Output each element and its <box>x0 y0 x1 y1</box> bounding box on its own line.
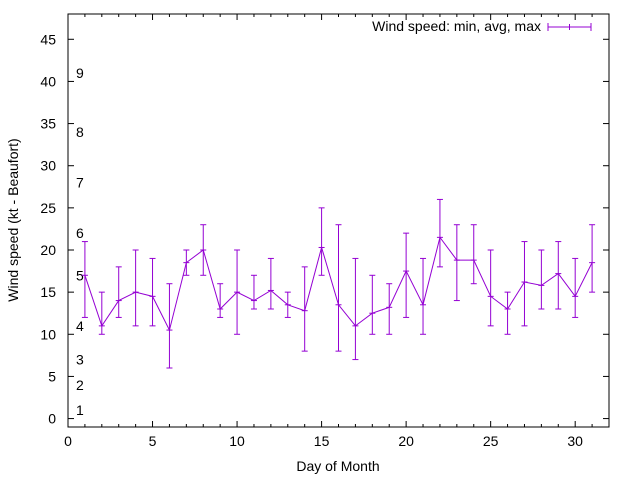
average-points <box>81 236 596 331</box>
x-tick-label: 10 <box>229 433 245 449</box>
x-tick-label: 20 <box>398 433 414 449</box>
plot-frame <box>67 13 610 428</box>
legend-label: Wind speed: min, avg, max <box>372 18 541 34</box>
beaufort-label: 5 <box>76 267 84 283</box>
beaufort-label: 2 <box>76 377 84 393</box>
y-tick-label: 15 <box>40 284 56 300</box>
beaufort-label: 4 <box>76 318 84 334</box>
y-tick-label: 5 <box>48 368 56 384</box>
x-axis-title: Day of Month <box>296 458 379 474</box>
y-axis-title: Wind speed (kt - Beaufort) <box>5 138 21 301</box>
beaufort-label: 1 <box>76 402 84 418</box>
y-tick-label: 30 <box>40 158 56 174</box>
error-bars <box>81 198 596 369</box>
beaufort-scale-labels: 1 2 3 4 5 6 7 8 9 <box>76 65 84 418</box>
x-axis-ticks: 0 5 10 15 20 25 30 <box>64 14 593 449</box>
y-tick-label: 10 <box>40 326 56 342</box>
x-tick-label: 30 <box>567 433 583 449</box>
x-tick-label: 15 <box>314 433 330 449</box>
beaufort-label: 6 <box>76 225 84 241</box>
beaufort-label: 9 <box>76 65 84 81</box>
y-tick-label: 45 <box>40 31 56 47</box>
beaufort-label: 8 <box>76 124 84 140</box>
y-tick-label: 40 <box>40 73 56 89</box>
x-tick-label: 25 <box>483 433 499 449</box>
y-tick-label: 35 <box>40 116 56 132</box>
x-tick-label: 0 <box>64 433 72 449</box>
beaufort-label: 3 <box>76 352 84 368</box>
x-tick-label: 5 <box>149 433 157 449</box>
y-tick-label: 25 <box>40 200 56 216</box>
y-tick-label: 0 <box>48 411 56 427</box>
y-tick-label: 20 <box>40 242 56 258</box>
legend: Wind speed: min, avg, max <box>372 18 592 34</box>
beaufort-label: 7 <box>76 175 84 191</box>
